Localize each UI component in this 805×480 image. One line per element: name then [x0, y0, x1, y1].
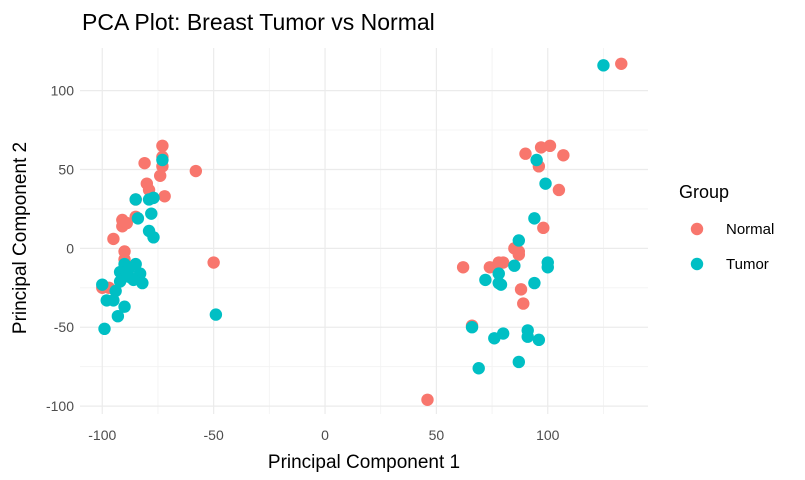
- x-tick-label: 0: [321, 427, 329, 443]
- tumor-point: [142, 193, 156, 206]
- tumor-point: [528, 276, 541, 290]
- tumor-point: [472, 362, 485, 375]
- tumor-point: [494, 278, 508, 291]
- grid-lines: [80, 48, 648, 414]
- tumor-point: [512, 234, 526, 247]
- legend-key-normal: [690, 222, 704, 236]
- y-axis-ticks: -100 -50 0 50 100: [46, 83, 74, 415]
- legend-key-tumor: [690, 257, 704, 271]
- tumor-point: [465, 321, 479, 334]
- normal-point: [517, 297, 530, 310]
- tumor-point: [156, 153, 169, 167]
- normal-point: [534, 141, 548, 154]
- tumor-point: [113, 275, 127, 288]
- tumor-point: [528, 212, 541, 225]
- normal-point: [512, 245, 526, 258]
- tumor-point: [530, 153, 543, 167]
- normal-point: [456, 261, 470, 274]
- tumor-point: [209, 308, 223, 321]
- tumor-point: [597, 59, 610, 72]
- tumor-point: [521, 330, 534, 343]
- tumor-point: [508, 259, 521, 272]
- tumor-point: [492, 267, 505, 280]
- chart-title: PCA Plot: Breast Tumor vs Normal: [82, 9, 435, 35]
- tumor-point: [145, 207, 158, 220]
- normal-point: [615, 57, 628, 70]
- normal-point: [552, 183, 566, 197]
- tumor-point: [497, 327, 510, 340]
- normal-point: [519, 147, 532, 160]
- legend-label-tumor: Tumor: [726, 256, 769, 273]
- tumor-point: [131, 212, 145, 225]
- normal-point: [156, 139, 169, 153]
- x-tick-label: 100: [536, 427, 560, 443]
- normal-point: [120, 216, 133, 230]
- tumor-point: [111, 309, 125, 323]
- tumor-point: [129, 193, 142, 206]
- tumor-point: [532, 333, 546, 347]
- normal-point: [153, 169, 167, 182]
- x-axis-ticks: -100 -50 0 50 100: [88, 427, 559, 443]
- x-tick-label: -50: [204, 427, 224, 443]
- tumor-point: [98, 322, 111, 336]
- tumor-point: [107, 294, 120, 307]
- y-tick-label: 50: [58, 161, 74, 177]
- normal-point: [514, 283, 528, 296]
- x-axis-title: Principal Component 1: [268, 452, 460, 473]
- y-tick-label: 0: [66, 240, 74, 256]
- tumor-point: [118, 300, 131, 313]
- series-tumor: [96, 59, 610, 375]
- tumor-point: [129, 257, 142, 271]
- tumor-point: [539, 177, 552, 190]
- tumor-point: [109, 284, 122, 298]
- normal-point: [483, 261, 497, 274]
- legend-label-normal: Normal: [726, 221, 774, 238]
- legend: Group Normal Tumor: [679, 182, 774, 273]
- tumor-point: [479, 273, 492, 287]
- y-axis-title: Principal Component 2: [10, 142, 31, 334]
- y-tick-label: 100: [51, 83, 75, 99]
- x-tick-label: -100: [88, 427, 116, 443]
- tumor-point: [512, 355, 526, 369]
- tumor-point: [541, 261, 554, 274]
- normal-point: [158, 190, 171, 203]
- normal-point: [537, 221, 550, 235]
- normal-point: [138, 156, 151, 170]
- normal-point: [207, 256, 220, 269]
- tumor-point: [136, 276, 149, 290]
- normal-point: [557, 149, 570, 162]
- data-points: [96, 57, 628, 407]
- y-tick-label: -50: [54, 319, 74, 335]
- x-tick-label: 50: [429, 427, 445, 443]
- legend-title: Group: [679, 182, 729, 202]
- tumor-point: [147, 231, 160, 244]
- normal-point: [421, 393, 434, 407]
- y-tick-label: -100: [46, 398, 74, 414]
- normal-point: [189, 164, 203, 178]
- normal-point: [107, 232, 120, 246]
- tumor-point: [96, 278, 109, 291]
